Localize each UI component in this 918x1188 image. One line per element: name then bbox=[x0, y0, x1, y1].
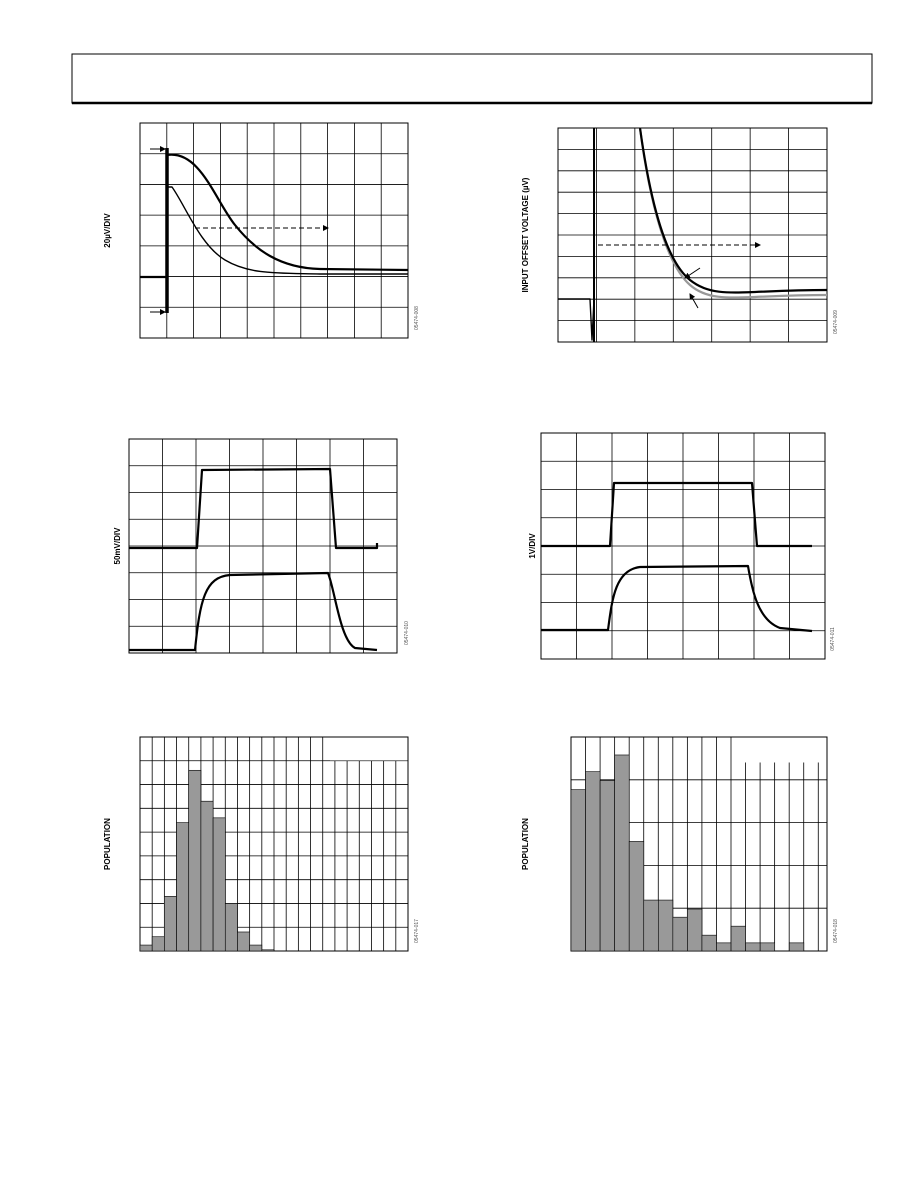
histogram-bar bbox=[643, 899, 659, 952]
y-axis-label: 20µV/DIV bbox=[103, 213, 112, 248]
histogram-bar bbox=[188, 769, 202, 952]
histogram-bar bbox=[585, 771, 601, 952]
histogram-bar bbox=[759, 942, 776, 952]
histogram-bar bbox=[237, 931, 250, 952]
histogram-bar bbox=[701, 934, 717, 952]
figure-code: 05474-011 bbox=[830, 627, 836, 651]
histogram-bar bbox=[570, 789, 586, 952]
histogram-bar bbox=[716, 942, 732, 952]
traces bbox=[129, 127, 828, 652]
y-axis-label: POPULATION bbox=[103, 818, 112, 870]
figure-code: 05474-017 bbox=[414, 919, 420, 943]
histogram-bar bbox=[176, 822, 190, 952]
histogram-bar bbox=[200, 800, 214, 952]
histogram-bar bbox=[628, 841, 645, 952]
histogram-bar bbox=[687, 908, 703, 952]
trace bbox=[558, 298, 595, 341]
histogram-bar bbox=[151, 936, 165, 952]
histogram-bar bbox=[672, 916, 688, 952]
legend-box bbox=[330, 737, 408, 761]
histogram-bar bbox=[657, 899, 674, 952]
histogram-bar bbox=[614, 754, 630, 952]
legend-box bbox=[740, 737, 827, 763]
y-axis-label: INPUT OFFSET VOLTAGE (µV) bbox=[521, 177, 530, 292]
histogram-bar bbox=[139, 944, 153, 952]
grids bbox=[128, 122, 828, 952]
histogram-bar bbox=[788, 942, 805, 952]
y-axis-label: POPULATION bbox=[521, 818, 530, 870]
histogram-bar bbox=[212, 817, 226, 952]
trace bbox=[638, 127, 828, 294]
header-box bbox=[71, 53, 873, 104]
histogram-bar bbox=[745, 942, 761, 952]
trace bbox=[541, 564, 813, 633]
figure-code: 05474-010 bbox=[404, 621, 410, 645]
histogram-bar bbox=[164, 896, 177, 952]
histogram-bar bbox=[261, 949, 275, 952]
trace bbox=[166, 153, 409, 272]
trace bbox=[129, 571, 378, 652]
histogram-bar bbox=[249, 944, 263, 952]
arrow bbox=[684, 267, 701, 279]
arrow bbox=[689, 293, 699, 309]
figure-code: 05474-018 bbox=[833, 919, 839, 943]
histogram-bar bbox=[224, 903, 238, 952]
trace bbox=[167, 186, 408, 275]
histogram-bar bbox=[730, 925, 746, 952]
trace bbox=[129, 467, 379, 550]
trace bbox=[541, 481, 812, 548]
figure-code: 05474-008 bbox=[414, 306, 420, 330]
y-axis-label: 1V/DIV bbox=[528, 533, 537, 559]
y-axis-label: 50mV/DIV bbox=[113, 527, 122, 565]
histogram-bar bbox=[599, 780, 615, 952]
figure-code: 05474-009 bbox=[833, 310, 839, 334]
